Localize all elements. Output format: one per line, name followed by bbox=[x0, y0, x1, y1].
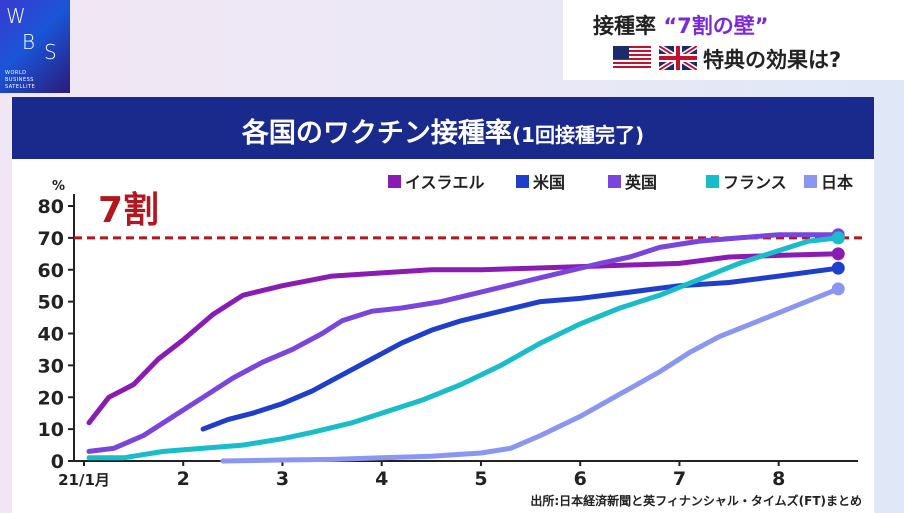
logo-text-1: WORLD bbox=[5, 70, 27, 76]
us-flag-icon bbox=[613, 46, 651, 70]
x-tick-label: 2 bbox=[177, 468, 190, 490]
topic-line-2: 特典の効果は? bbox=[703, 48, 842, 72]
chart-title-sub: (1回接種完了) bbox=[511, 123, 645, 147]
y-axis-unit: % bbox=[52, 179, 65, 194]
wbs-logo: W B S WORLD BUSINESS SATELLITE bbox=[0, 0, 70, 93]
series-end-point-3 bbox=[831, 231, 845, 245]
series-line-4 bbox=[220, 286, 841, 464]
legend-label: 米国 bbox=[533, 173, 565, 192]
x-tick-label: 7 bbox=[673, 468, 686, 490]
topic-line-1: 接種率 “7割の壁” bbox=[593, 10, 769, 40]
uk-flag-icon bbox=[659, 46, 697, 70]
series-line-2 bbox=[86, 232, 841, 454]
series-end-point-1 bbox=[831, 261, 845, 275]
topic-prefix: 接種率 bbox=[593, 14, 664, 38]
series-end-point-4 bbox=[831, 282, 845, 296]
chart-legend: イスラエル 米国 英国 フランス 日本 bbox=[388, 173, 853, 192]
source-note: 出所:日本経済新聞と英フィナンシャル・タイムズ(FT)まとめ bbox=[530, 493, 862, 508]
y-tick-label: 30 bbox=[38, 355, 64, 377]
x-tick-label: 6 bbox=[574, 468, 587, 490]
logo-text-3: SATELLITE bbox=[5, 84, 36, 90]
legend-label: フランス bbox=[723, 173, 787, 192]
y-tick-label: 20 bbox=[38, 387, 64, 409]
y-tick-label: 40 bbox=[38, 324, 64, 346]
series-line-3 bbox=[86, 235, 841, 461]
logo-letter-s: S bbox=[44, 40, 57, 64]
threshold-label: 7割 bbox=[98, 190, 159, 231]
logo-letter-b: B bbox=[22, 30, 36, 54]
legend-label: イスラエル bbox=[405, 173, 485, 192]
legend-swatch bbox=[516, 175, 529, 188]
series-line-0 bbox=[86, 251, 841, 426]
y-tick-label: 70 bbox=[38, 228, 64, 250]
y-tick-label: 10 bbox=[38, 419, 64, 441]
x-tick-label: 4 bbox=[375, 468, 388, 490]
legend-swatch bbox=[388, 175, 401, 188]
x-tick-label: 8 bbox=[772, 468, 785, 490]
x-tick-label: 3 bbox=[276, 468, 289, 490]
legend-label: 日本 bbox=[821, 173, 853, 192]
series-end-point-0 bbox=[831, 247, 845, 261]
chart-title: 各国のワクチン接種率(1回接種完了) bbox=[12, 111, 874, 150]
legend-label: 英国 bbox=[624, 173, 657, 192]
legend-swatch bbox=[706, 175, 719, 188]
y-tick-label: 80 bbox=[38, 196, 64, 218]
logo-letter-w: W bbox=[6, 4, 26, 28]
chart-lines bbox=[86, 228, 845, 464]
topic-quote: “7割の壁” bbox=[663, 14, 769, 38]
y-tick-label: 60 bbox=[38, 260, 64, 282]
legend-swatch bbox=[804, 175, 817, 188]
chart-title-main: 各国のワクチン接種率 bbox=[241, 118, 512, 149]
x-tick-label: 5 bbox=[474, 468, 487, 490]
legend-swatch bbox=[608, 175, 621, 188]
logo-text-2: BUSINESS bbox=[5, 77, 34, 83]
topic-box: 接種率 “7割の壁” 特典の効果は? bbox=[563, 0, 904, 80]
title-banner: 各国のワクチン接種率(1回接種完了) bbox=[12, 97, 874, 159]
y-tick-label: 50 bbox=[38, 292, 64, 314]
y-tick-label: 0 bbox=[51, 451, 64, 473]
x-tick-label: 21/1月 bbox=[58, 471, 110, 489]
